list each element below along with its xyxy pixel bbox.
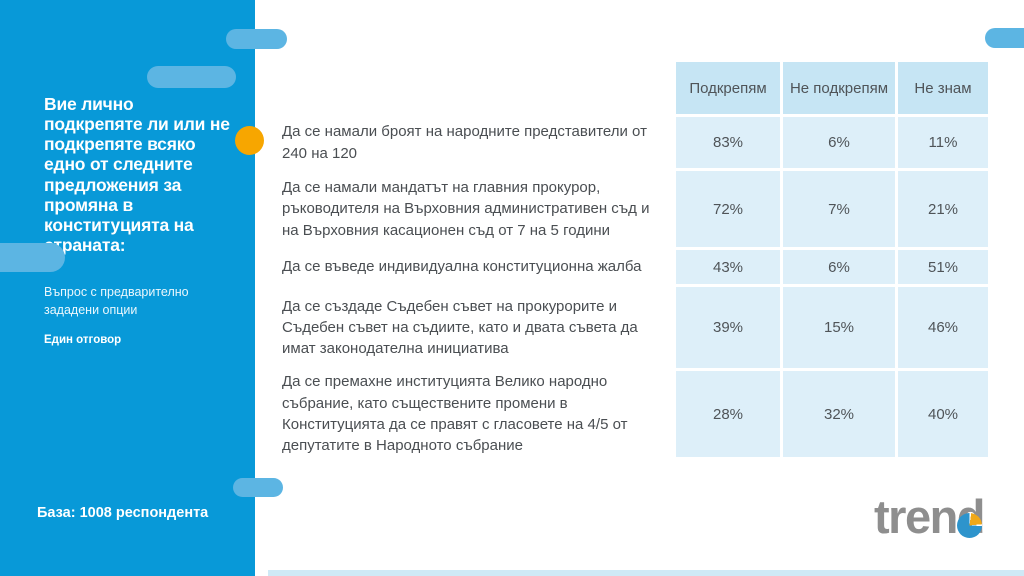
- row-value-support: 28%: [676, 371, 780, 457]
- column-header-support: Подкрепям: [676, 62, 780, 114]
- answer-type-note: Един отговор: [44, 334, 122, 346]
- row-label: Да се създаде Съдебен съвет на прокурори…: [282, 297, 638, 358]
- row-value-dont-know: 11%: [898, 117, 988, 168]
- row-value-support: 72%: [676, 171, 780, 247]
- row-value-not-support: 6%: [783, 250, 895, 284]
- table-header-spacer: [282, 62, 673, 114]
- decor-bottom-strip: [268, 570, 1024, 576]
- decor-pill-bottom: [233, 478, 283, 497]
- column-header-not-support: Не подкрепям: [783, 62, 895, 114]
- row-value-not-support: 6%: [783, 117, 895, 168]
- decor-pill-top-right: [985, 28, 1024, 48]
- row-label: Да се премахне институцията Велико народ…: [282, 373, 628, 455]
- row-value-support: 43%: [676, 250, 780, 284]
- pie-chart-icon: [957, 513, 982, 538]
- decor-orange-dot: [235, 126, 264, 155]
- row-label: Да се въведе индивидуална конституционна…: [282, 258, 642, 276]
- decor-pill-top-1: [226, 29, 287, 49]
- row-value-dont-know: 51%: [898, 250, 988, 284]
- row-value-dont-know: 46%: [898, 287, 988, 368]
- row-value-support: 83%: [676, 117, 780, 168]
- results-table: Подкрепям Не подкрепям Не знам Да се нам…: [282, 62, 988, 457]
- sample-base-label: База: 1008 респондента: [37, 505, 209, 521]
- row-value-dont-know: 21%: [898, 171, 988, 247]
- row-value-support: 39%: [676, 287, 780, 368]
- row-value-not-support: 15%: [783, 287, 895, 368]
- question-subtitle: Въпрос с предварително зададени опции: [44, 285, 189, 318]
- decor-pill-left: [0, 243, 65, 272]
- row-value-not-support: 7%: [783, 171, 895, 247]
- question-title: Вие лично подкрепяте ли или не подкрепят…: [44, 94, 230, 255]
- column-header-dont-know: Не знам: [898, 62, 988, 114]
- decor-pill-top-2: [147, 66, 236, 88]
- row-label: Да се намали броят на народните представ…: [282, 123, 647, 162]
- row-value-dont-know: 40%: [898, 371, 988, 457]
- row-value-not-support: 32%: [783, 371, 895, 457]
- trend-logo: trend: [874, 487, 986, 547]
- sidebar: Вие лично подкрепяте ли или не подкрепят…: [0, 0, 255, 576]
- row-label: Да се намали мандатът на главния прокуро…: [282, 179, 650, 239]
